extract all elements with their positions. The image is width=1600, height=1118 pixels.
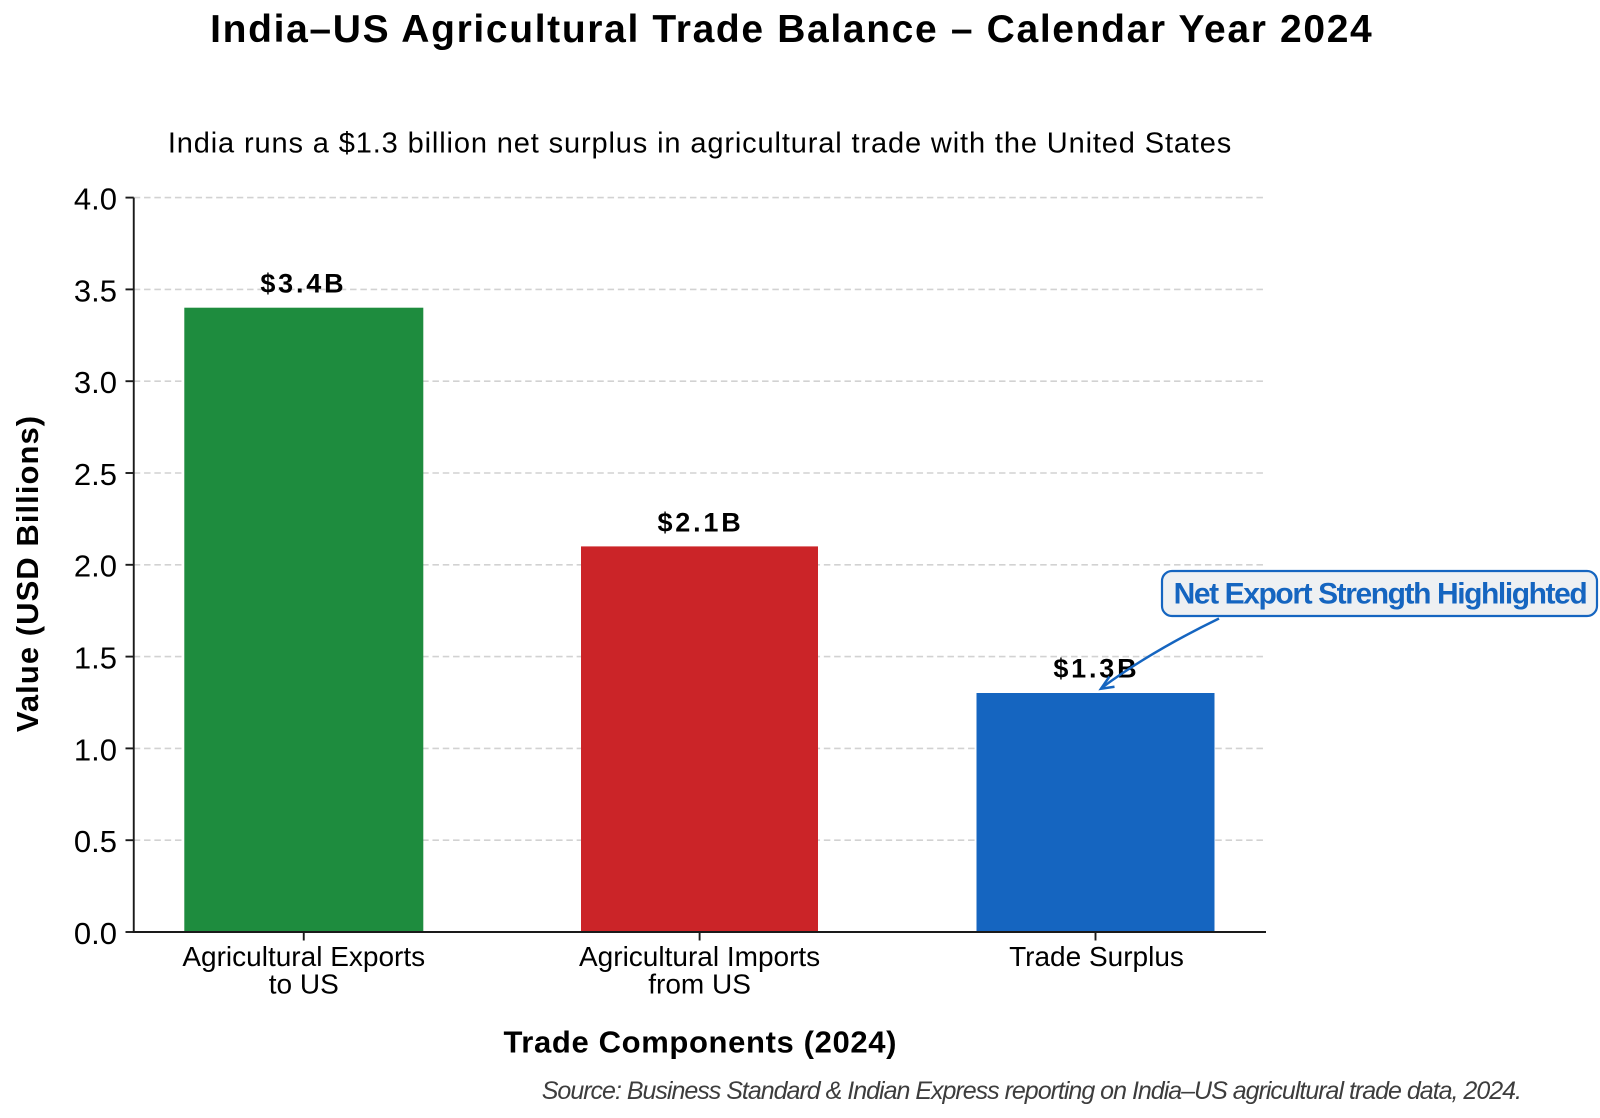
svg-text:from US: from US xyxy=(648,969,751,1000)
svg-text:$3.4B: $3.4B xyxy=(260,269,346,299)
svg-text:Agricultural Imports: Agricultural Imports xyxy=(579,941,820,972)
svg-text:2.5: 2.5 xyxy=(74,457,117,492)
svg-text:Source: Business Standard & In: Source: Business Standard & Indian Expre… xyxy=(542,1077,1521,1105)
svg-text:2.0: 2.0 xyxy=(74,549,117,584)
svg-text:0.0: 0.0 xyxy=(74,916,117,951)
svg-text:Trade Components (2024): Trade Components (2024) xyxy=(503,1024,897,1059)
svg-text:India–US Agricultural Trade Ba: India–US Agricultural Trade Balance – Ca… xyxy=(210,8,1373,51)
svg-text:Trade Surplus: Trade Surplus xyxy=(1009,941,1184,972)
svg-text:India runs a $1.3 billion net: India runs a $1.3 billion net surplus in… xyxy=(168,128,1232,160)
svg-text:4.0: 4.0 xyxy=(74,182,117,217)
svg-text:1.5: 1.5 xyxy=(74,641,117,676)
svg-text:3.5: 3.5 xyxy=(74,273,117,308)
svg-text:Net Export Strength Highlighte: Net Export Strength Highlighted xyxy=(1174,578,1587,611)
svg-text:0.5: 0.5 xyxy=(74,824,117,859)
svg-text:$2.1B: $2.1B xyxy=(657,507,743,537)
svg-text:to US: to US xyxy=(269,969,339,1000)
svg-text:Value (USD Billions): Value (USD Billions) xyxy=(10,415,45,732)
svg-text:$1.3B: $1.3B xyxy=(1053,654,1139,684)
svg-text:Agricultural Exports: Agricultural Exports xyxy=(182,941,425,972)
svg-text:1.0: 1.0 xyxy=(74,732,117,767)
svg-text:3.0: 3.0 xyxy=(74,365,117,400)
